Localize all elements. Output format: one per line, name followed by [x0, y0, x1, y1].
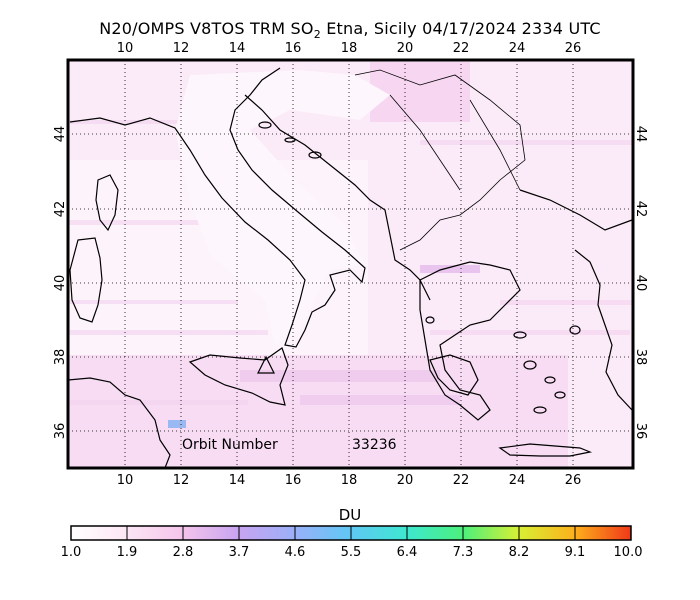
- colorbar-label: 9.1: [564, 545, 586, 560]
- lon-tick-bottom: 16: [285, 473, 302, 488]
- colorbar-label: 6.4: [396, 545, 418, 560]
- lat-tick-left: 38: [53, 349, 68, 366]
- colorbar-label: 10.0: [613, 545, 643, 560]
- lon-tick-bottom: 20: [397, 473, 414, 488]
- lon-tick-bottom: 18: [341, 473, 358, 488]
- lon-tick-bottom: 12: [173, 473, 190, 488]
- colorbar-title: DU: [338, 506, 362, 524]
- lon-tick-top: 22: [453, 41, 470, 56]
- colorbar-label: 7.3: [452, 545, 474, 560]
- lat-tick-right: 36: [633, 423, 648, 440]
- colorbar-label: 5.5: [340, 545, 362, 560]
- so2-field: [68, 60, 633, 468]
- lat-tick-left: 44: [53, 126, 68, 143]
- lon-tick-bottom: 24: [509, 473, 526, 488]
- colorbar-ticks: [126, 526, 576, 540]
- colorbar-label: 4.6: [284, 545, 306, 560]
- triangle-icon: [257, 355, 275, 374]
- lon-tick-top: 12: [173, 41, 190, 56]
- title-text: N20/OMPS V8TOS TRM SO: [99, 19, 314, 38]
- map-frame: [66, 58, 635, 470]
- map-title: N20/OMPS V8TOS TRM SO2 Etna, Sicily 04/1…: [0, 19, 700, 41]
- lon-tick-bottom: 10: [117, 473, 134, 488]
- colorbar-label: 1.9: [116, 545, 138, 560]
- title-subscript: 2: [313, 28, 321, 42]
- lon-tick-top: 20: [397, 41, 414, 56]
- title-suffix: Etna, Sicily 04/17/2024 2334 UTC: [320, 19, 601, 38]
- lon-tick-top: 26: [565, 41, 582, 56]
- lat-tick-right: 44: [633, 126, 648, 143]
- orbit-label: Orbit Number: [182, 437, 278, 453]
- lat-tick-left: 36: [53, 423, 68, 440]
- colorbar-label: 1.0: [60, 545, 82, 560]
- lon-tick-top: 24: [509, 41, 526, 56]
- lat-tick-right: 40: [633, 275, 648, 292]
- grid-lines: [68, 60, 633, 468]
- lon-tick-top: 16: [285, 41, 302, 56]
- lat-tick-right: 38: [633, 349, 648, 366]
- so2-blue-patch: [168, 420, 186, 428]
- lon-tick-top: 10: [117, 41, 134, 56]
- colorbar-label: 2.8: [172, 545, 194, 560]
- colorbar-label: 8.2: [508, 545, 530, 560]
- colorbar-label: 3.7: [228, 545, 250, 560]
- lon-tick-bottom: 26: [565, 473, 582, 488]
- lat-tick-right: 42: [633, 201, 648, 218]
- lon-tick-top: 18: [341, 41, 358, 56]
- lat-tick-left: 40: [53, 275, 68, 292]
- orbit-value: 33236: [352, 437, 397, 453]
- lon-tick-bottom: 22: [453, 473, 470, 488]
- lat-tick-left: 42: [53, 201, 68, 218]
- lon-tick-top: 14: [229, 41, 246, 56]
- lon-tick-bottom: 14: [229, 473, 246, 488]
- coastlines: [68, 67, 633, 468]
